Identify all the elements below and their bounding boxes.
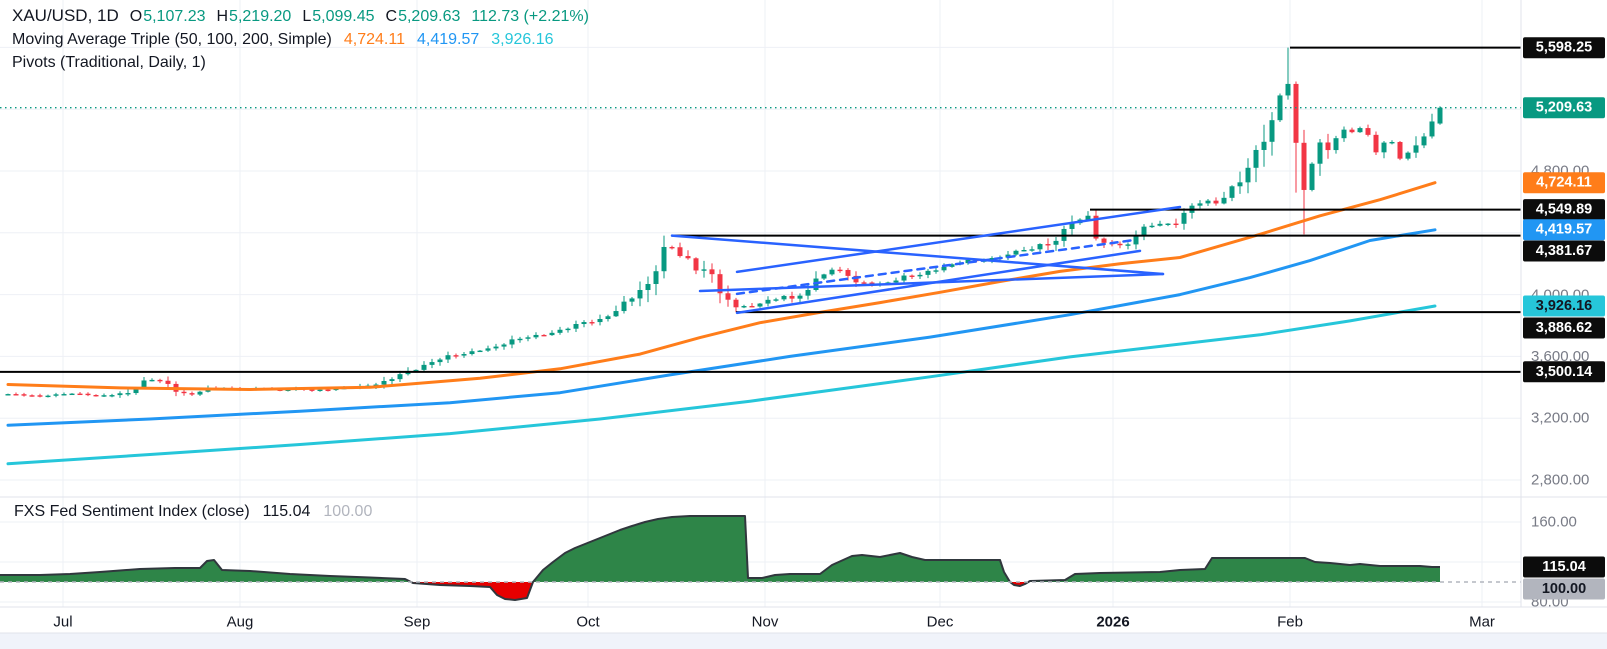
svg-text:100.00: 100.00 [1542,581,1586,597]
main-legend: XAU/USD, 1D O5,107.23 H5,219.20 L5,099.4… [12,6,589,72]
time-axis[interactable]: Jul Aug Sep Oct Nov Dec 2026 Feb Mar [53,614,1495,631]
sentiment-close-value: 115.04 [262,503,311,520]
svg-text:3,926.16: 3,926.16 [1536,298,1592,314]
price-badge [1523,172,1605,194]
axis-label: 3,600.00 [1531,348,1589,365]
bottom-toolbar-band [0,633,1607,649]
time-axis-label: Nov [752,614,779,631]
symbol-row: XAU/USD, 1D O5,107.23 H5,219.20 L5,099.4… [12,6,589,26]
svg-text:115.04: 115.04 [1542,559,1586,575]
moving-averages [6,181,1437,466]
sentiment-pane [0,515,1521,601]
svg-text:4,419.57: 4,419.57 [1536,222,1592,238]
svg-text:3,500.14: 3,500.14 [1536,364,1592,380]
svg-text:4,724.11: 4,724.11 [1536,175,1592,191]
price-badge [1523,199,1605,221]
ma100-line [6,228,1437,427]
ma50-line [6,181,1437,391]
time-axis-label: 2026 [1096,614,1129,631]
close-value: C5,209.63 [385,8,461,25]
change-value: 112.73 (+2.21%) [471,8,589,25]
axis-label: 2,800.00 [1531,472,1589,489]
time-axis-label: Aug [227,614,254,631]
price-badge [1523,97,1605,119]
svg-text:4,549.89: 4,549.89 [1536,202,1592,218]
time-axis-label: Jul [53,614,72,631]
price-badge [1523,240,1605,262]
ma50-value: 4,724.11 [343,31,405,48]
ma200-line [6,304,1437,466]
time-axis-label: Sep [404,614,431,631]
high-value: H5,219.20 [216,8,292,25]
ma100-value: 4,419.57 [416,31,480,48]
price-badge [1523,295,1605,317]
pivots-indicator-row: Pivots (Traditional, Daily, 1) [12,54,589,72]
price-badge [1523,219,1605,241]
time-axis-label: Oct [576,614,600,631]
open-value: O5,107.23 [129,8,206,25]
time-axis-label: Dec [927,614,954,631]
price-axis[interactable]: 4,800.004,000.003,600.003,200.002,800.00… [1523,37,1605,611]
sentiment-indicator-title[interactable]: FXS Fed Sentiment Index (close) [14,503,250,520]
sentiment-base-value: 100.00 [323,503,373,520]
price-badge [1523,317,1605,339]
time-axis-label: Mar [1469,614,1495,631]
pivots-indicator-title[interactable]: Pivots (Traditional, Daily, 1) [12,54,206,71]
price-badge [1523,37,1605,59]
price-badge [1523,556,1605,578]
symbol-title[interactable]: XAU/USD, 1D [12,6,119,25]
ma200-value: 3,926.16 [491,31,554,48]
axis-label: 160.00 [1531,514,1577,531]
time-axis-label: Feb [1277,614,1303,631]
svg-text:5,598.25: 5,598.25 [1536,40,1592,56]
price-badge [1523,578,1605,600]
axis-label: 3,200.00 [1531,410,1589,427]
svg-text:4,381.67: 4,381.67 [1536,243,1592,259]
sentiment-legend: FXS Fed Sentiment Index (close) 115.04 1… [14,503,372,521]
trendline-drawings[interactable] [670,205,1182,315]
low-value: L5,099.45 [302,8,375,25]
svg-text:3,886.62: 3,886.62 [1536,320,1592,336]
ma-indicator-title[interactable]: Moving Average Triple (50, 100, 200, Sim… [12,31,332,48]
price-badge [1523,361,1605,383]
candlestick-series [5,47,1443,398]
ma-indicator-row: Moving Average Triple (50, 100, 200, Sim… [12,31,589,49]
svg-text:5,209.63: 5,209.63 [1536,100,1592,116]
